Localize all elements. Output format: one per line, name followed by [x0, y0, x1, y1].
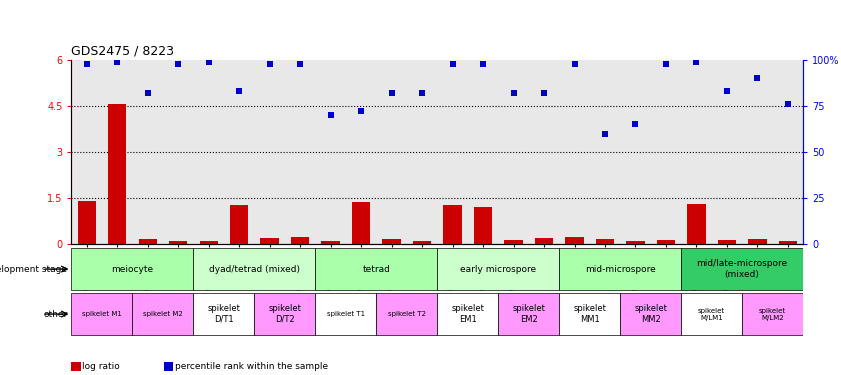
Point	[141, 90, 155, 96]
Text: mid-microspore: mid-microspore	[584, 265, 656, 274]
Text: spikelet T2: spikelet T2	[388, 311, 426, 317]
Bar	[254, 293, 315, 335]
Bar	[315, 293, 376, 335]
Bar	[681, 293, 742, 335]
Bar	[535, 238, 553, 244]
Text: log ratio: log ratio	[82, 362, 120, 371]
Text: development stage: development stage	[0, 265, 67, 274]
Point	[720, 88, 733, 94]
Bar	[687, 204, 706, 244]
Bar	[261, 238, 278, 244]
Bar	[71, 293, 133, 335]
Point	[110, 59, 124, 65]
Bar	[443, 206, 462, 244]
Text: spikelet M1: spikelet M1	[82, 311, 122, 317]
Point	[598, 130, 611, 136]
Text: spikelet
EM1: spikelet EM1	[452, 304, 484, 324]
Text: spikelet
M/LM1: spikelet M/LM1	[698, 308, 725, 321]
Point	[446, 61, 459, 67]
Text: GDS2475 / 8223: GDS2475 / 8223	[71, 45, 174, 57]
Text: other: other	[43, 310, 67, 319]
Point	[690, 59, 703, 65]
Bar	[742, 293, 803, 335]
Point	[629, 122, 643, 128]
Point	[568, 61, 581, 67]
Point	[202, 59, 215, 65]
Point	[80, 61, 93, 67]
Bar	[681, 248, 803, 290]
Text: spikelet
D/T1: spikelet D/T1	[208, 304, 241, 324]
Point	[751, 75, 764, 81]
Text: spikelet
MM2: spikelet MM2	[634, 304, 667, 324]
Bar	[413, 241, 431, 244]
Bar	[230, 206, 248, 244]
Bar	[498, 293, 559, 335]
Bar	[748, 239, 766, 244]
Point	[781, 101, 795, 107]
Point	[659, 61, 673, 67]
Bar	[321, 241, 340, 244]
Bar	[77, 201, 96, 244]
Point	[172, 61, 185, 67]
Bar	[779, 241, 797, 244]
Bar	[559, 248, 681, 290]
Bar	[437, 293, 498, 335]
Text: spikelet T1: spikelet T1	[327, 311, 365, 317]
Text: tetrad: tetrad	[362, 265, 390, 274]
Point	[294, 61, 307, 67]
Bar	[627, 241, 644, 244]
Bar	[193, 248, 315, 290]
Bar	[505, 240, 522, 244]
Bar	[169, 241, 188, 244]
Point	[476, 61, 489, 67]
Bar	[71, 248, 193, 290]
Text: early microspore: early microspore	[460, 265, 537, 274]
Bar	[376, 293, 437, 335]
Bar	[199, 241, 218, 244]
Bar	[383, 239, 400, 244]
Text: meiocyte: meiocyte	[111, 265, 154, 274]
Text: dyad/tetrad (mixed): dyad/tetrad (mixed)	[209, 265, 300, 274]
Bar	[620, 293, 681, 335]
Bar	[352, 202, 370, 244]
Bar	[193, 293, 254, 335]
Text: spikelet
MM1: spikelet MM1	[574, 304, 606, 324]
Bar	[565, 237, 584, 244]
Point	[415, 90, 429, 96]
Bar	[291, 237, 309, 244]
Bar	[657, 240, 675, 244]
Point	[385, 90, 399, 96]
Bar	[717, 240, 736, 244]
Point	[324, 112, 337, 118]
Text: spikelet
M/LM2: spikelet M/LM2	[759, 308, 786, 321]
Text: spikelet M2: spikelet M2	[143, 311, 182, 317]
Bar	[473, 207, 492, 244]
Text: spikelet
EM2: spikelet EM2	[512, 304, 545, 324]
Text: percentile rank within the sample: percentile rank within the sample	[175, 362, 328, 371]
Point	[263, 61, 277, 67]
Point	[232, 88, 246, 94]
Text: mid/late-microspore
(mixed): mid/late-microspore (mixed)	[696, 260, 788, 279]
Point	[537, 90, 551, 96]
Point	[354, 108, 368, 114]
Bar	[559, 293, 620, 335]
Bar	[595, 239, 614, 244]
Bar	[139, 239, 156, 244]
Bar	[315, 248, 437, 290]
Bar	[437, 248, 559, 290]
Text: spikelet
D/T2: spikelet D/T2	[268, 304, 301, 324]
Point	[507, 90, 521, 96]
Bar	[108, 104, 126, 244]
Bar	[133, 293, 193, 335]
